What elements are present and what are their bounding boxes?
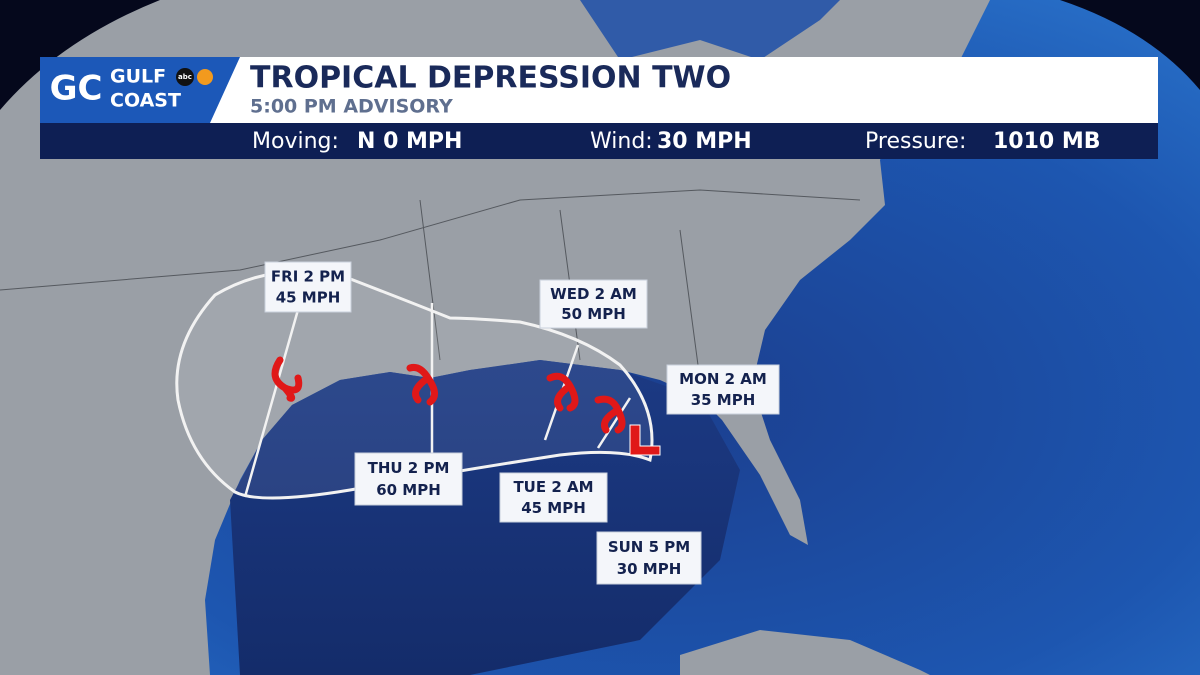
forecast-label-box: [264, 261, 352, 313]
space: [0, 0, 1200, 110]
forecast-label-box: [499, 472, 608, 523]
forecast-wind: 30 MPH: [617, 560, 682, 578]
title: TROPICAL DEPRESSION TWO: [250, 61, 731, 96]
subtitle: 5:00 PM ADVISORY: [250, 96, 453, 118]
forecast-time: SUN 5 PM: [608, 538, 690, 556]
stat-value: 1010 MB: [993, 129, 1101, 154]
storm-icons: [271, 356, 626, 434]
forecast-wind: 60 MPH: [376, 481, 441, 499]
forecast-time: FRI 2 PM: [271, 268, 345, 286]
forecast-wind: 35 MPH: [691, 391, 756, 409]
forecast-wind: 45 MPH: [276, 289, 341, 307]
network-name: abc: [178, 73, 192, 81]
forecast-wind: 50 MPH: [561, 305, 626, 323]
stat-label: Moving:: [252, 129, 339, 154]
cuba: [680, 630, 930, 675]
forecast-label-box: [666, 364, 780, 415]
forecast-time: WED 2 AM: [550, 285, 637, 303]
stats-bar: [40, 123, 1158, 159]
stat-value: 30 MPH: [657, 129, 752, 154]
logo-line2: COAST: [110, 90, 181, 112]
forecast-label-box: [354, 452, 463, 506]
stat-value: N 0 MPH: [357, 129, 462, 154]
forecast-time: THU 2 PM: [368, 459, 450, 477]
forecast-labels: FRI 2 PM 45 MPH WED 2 AM 50 MPH MON 2 AM 35 M…: [264, 261, 780, 585]
great-lakes: [580, 0, 840, 60]
logo-mark: GC: [50, 69, 103, 109]
stat-label: Wind:: [590, 129, 653, 154]
stat-label: Pressure:: [865, 129, 966, 154]
logo-line1: GULF: [110, 66, 166, 88]
forecast-wind: 45 MPH: [521, 499, 586, 517]
network-peacock: [197, 69, 213, 85]
land: [0, 0, 990, 675]
network-badge: [176, 68, 194, 86]
forecast-time: MON 2 AM: [679, 370, 767, 388]
forecast-time: TUE 2 AM: [513, 478, 593, 496]
gulf-of-mexico: [230, 360, 740, 675]
forecast-label-box: [539, 279, 648, 329]
low-marker: [629, 424, 661, 456]
forecast-label-box: [596, 531, 702, 585]
